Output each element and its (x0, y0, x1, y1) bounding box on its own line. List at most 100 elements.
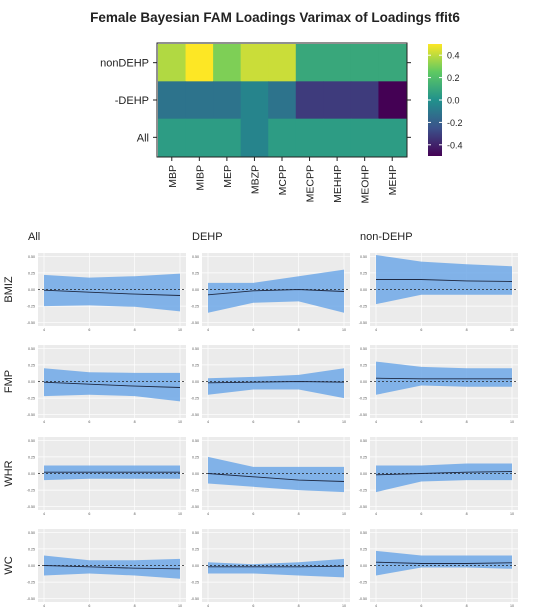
panel-y-tick-label: 0.25 (192, 455, 199, 459)
panel-x-tick-label: 10 (510, 328, 514, 332)
panel-y-tick-label: -0.25 (27, 489, 35, 493)
panel-x-tick-label: 4 (207, 604, 209, 608)
facet-panel: 0.50 0.25 0.00 -0.25 -0.50 4 6 8 10 (191, 253, 350, 332)
panel-y-tick-label: -0.50 (27, 413, 35, 417)
heatmap-cell (323, 44, 352, 82)
facet-row-title: WHR (3, 460, 15, 486)
facet-grid: All DEHP non-DEHP BMIZ FMP WHR WC 0.50 0.25 0.00 -… (3, 231, 518, 608)
panel-y-tick-label: 0.00 (192, 472, 199, 476)
panel-x-tick-label: 4 (43, 420, 45, 424)
heatmap-cell (295, 44, 324, 82)
panel-y-tick-label: 0.25 (192, 363, 199, 367)
panel-y-tick-label: -0.50 (191, 321, 199, 325)
panel-y-tick-label: 0.00 (360, 380, 367, 384)
heatmap-cell (213, 81, 242, 120)
facet-panel: 0.50 0.25 0.00 -0.25 -0.50 4 6 8 10 (359, 253, 518, 332)
panel-y-tick-label: -0.25 (191, 489, 199, 493)
panel-x-tick-label: 8 (134, 328, 136, 332)
panel-x-tick-label: 4 (375, 328, 377, 332)
panel-y-tick-label: 0.25 (28, 547, 35, 551)
panel-y-tick-label: 0.00 (192, 564, 199, 568)
facet-column-title: non-DEHP (360, 231, 413, 243)
panel-x-tick-label: 10 (178, 512, 182, 516)
heatmap-row-label: -DEHP (115, 95, 149, 107)
heatmap-col-label: MIBP (194, 165, 206, 191)
panel-x-tick-label: 6 (252, 328, 254, 332)
panel-y-tick-label: -0.50 (191, 505, 199, 509)
panel-x-tick-label: 10 (510, 512, 514, 516)
facet-row-title: WC (3, 556, 15, 574)
credible-band (376, 361, 512, 395)
heatmap-col-label: MBZP (249, 165, 261, 194)
mean-curve (207, 473, 345, 482)
heatmap-row-label: nonDEHP (100, 58, 149, 70)
panel-y-tick-label: 0.25 (192, 547, 199, 551)
colorbar-tick-label: -0.4 (447, 140, 463, 150)
heatmap-cell (295, 118, 324, 157)
panel-y-tick-label: 0.25 (360, 455, 367, 459)
heatmap-col-label: MBP (167, 165, 179, 188)
colorbar-legend: 0.4 0.2 0.0 -0.2 -0.4 (428, 44, 463, 156)
facet-panel: 0.50 0.25 0.00 -0.25 -0.50 4 6 8 10 (359, 529, 518, 608)
credible-band (208, 456, 344, 493)
panel-y-tick-label: 0.00 (28, 472, 35, 476)
heatmap-cell (268, 81, 297, 120)
panel-x-tick-label: 8 (134, 604, 136, 608)
panel-y-tick-label: 0.00 (28, 380, 35, 384)
heatmap-cell (158, 44, 187, 82)
mean-curve (43, 381, 181, 388)
panel-x-tick-label: 10 (178, 420, 182, 424)
panel-x-tick-label: 4 (375, 420, 377, 424)
panel-x-tick-label: 4 (43, 604, 45, 608)
credible-band (208, 368, 344, 399)
mean-curve (43, 565, 181, 570)
credible-band (208, 269, 344, 313)
panel-x-tick-label: 6 (88, 604, 90, 608)
panel-x-tick-label: 8 (298, 604, 300, 608)
panel-y-tick-label: 0.25 (192, 271, 199, 275)
panel-x-tick-label: 8 (298, 512, 300, 516)
heatmap-cell (350, 44, 379, 82)
panel-y-tick-label: 0.50 (28, 439, 35, 443)
colorbar-tick-label: 0.0 (447, 96, 460, 106)
heatmap-cell (378, 118, 407, 157)
panel-x-tick-label: 8 (134, 512, 136, 516)
heatmap-col-label: MECPP (305, 165, 317, 202)
panel-y-tick-label: -0.25 (191, 581, 199, 585)
heatmap-cell (350, 81, 379, 120)
panel-x-tick-label: 10 (510, 604, 514, 608)
mean-curve (375, 377, 512, 380)
panel-x-tick-label: 6 (252, 604, 254, 608)
panel-x-tick-label: 6 (88, 420, 90, 424)
heatmap-cell (158, 118, 187, 157)
panel-y-tick-label: -0.50 (359, 597, 367, 601)
heatmap-col-label: MEHHP (332, 165, 344, 203)
panel-x-tick-label: 6 (252, 420, 254, 424)
panel-x-tick-label: 10 (510, 420, 514, 424)
colorbar-bar (428, 44, 442, 156)
facet-column-title: DEHP (192, 231, 223, 243)
panel-x-tick-label: 4 (207, 328, 209, 332)
heatmap-cell (240, 81, 269, 120)
panel-y-tick-label: 0.50 (28, 255, 35, 259)
facet-panel: 0.50 0.25 0.00 -0.25 -0.50 4 6 8 10 (27, 529, 186, 608)
panel-x-tick-label: 6 (420, 328, 422, 332)
panel-y-tick-label: -0.25 (359, 489, 367, 493)
panel-y-tick-label: 0.00 (360, 472, 367, 476)
panel-y-tick-label: -0.25 (191, 305, 199, 309)
panel-x-tick-label: 4 (43, 512, 45, 516)
panel-y-tick-label: -0.25 (359, 305, 367, 309)
panel-y-tick-label: -0.50 (27, 597, 35, 601)
panel-x-tick-label: 8 (466, 420, 468, 424)
mean-curve (376, 279, 513, 282)
facet-panel: 0.50 0.25 0.00 -0.25 -0.50 4 6 8 10 (27, 253, 186, 332)
colorbar-tick-label: 0.2 (447, 73, 460, 83)
heatmap-cell (185, 44, 214, 82)
heatmap-col-label: MEHP (387, 165, 399, 195)
panel-y-tick-label: -0.25 (359, 397, 367, 401)
heatmap: nonDEHP -DEHP All MBP MIBP MEP MBZP MCPP MECPP ME… (100, 42, 411, 204)
heatmap-col-label: MEP (222, 165, 234, 188)
panel-x-tick-label: 4 (207, 420, 209, 424)
credible-band (44, 273, 180, 312)
facet-column-title: All (28, 231, 40, 243)
